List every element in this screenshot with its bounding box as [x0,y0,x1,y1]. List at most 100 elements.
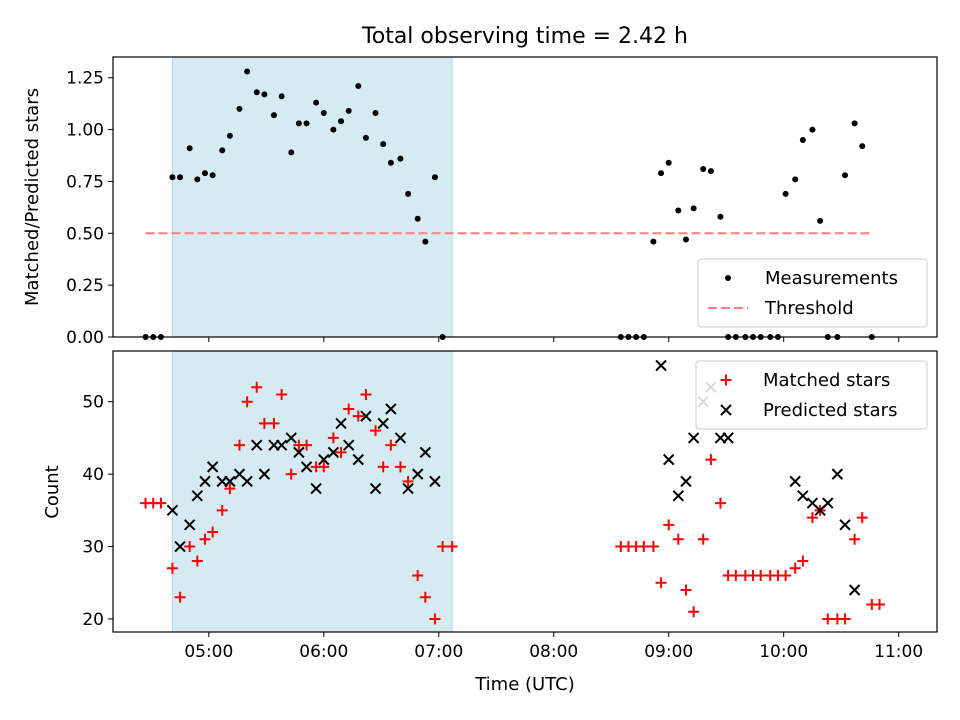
measurement-point [799,136,806,143]
predicted-stars-point [300,461,313,473]
measurement-point [690,205,697,212]
matched-stars-point [184,541,196,553]
predicted-stars-point [224,475,236,488]
predicted-stars-point [318,453,330,466]
matched-stars-point [663,519,675,531]
matched-stars-point [655,577,667,589]
measurement-point [362,134,369,141]
predicted-stars-point [402,482,414,495]
x-tick-label: 07:00 [414,642,463,662]
matched-stars-point [343,403,355,415]
y-axis-label-top: Matched/Predicted stars [22,88,43,306]
matched-stars-point [839,613,851,625]
matched-stars-point [301,439,313,451]
y-tick-label-bottom: 50 [82,393,104,413]
y-axis-label-bottom: Count [42,465,63,518]
measurement-point [330,126,337,133]
measurement-point [209,172,216,179]
measurement-point [320,110,327,116]
measurement-point [194,176,201,183]
x-tick-label: 08:00 [529,642,578,662]
measurement-point [288,149,295,156]
predicted-stars-point [722,432,734,444]
measurement-point [201,170,208,177]
matched-stars-point [327,432,339,444]
y-tick-label-bottom: 30 [82,538,104,558]
predicted-stars-point [369,482,382,495]
measurement-point [380,141,387,148]
predicted-stars-point [419,446,432,459]
axes-frame-top [112,56,938,338]
measurement-point [303,120,310,127]
measurement-point [707,168,714,175]
matched-stars-point [849,533,861,545]
measurement-point [809,126,816,133]
legend-label: Predicted stars [763,400,897,421]
matched-stars-point [705,454,717,466]
matched-stars-point [377,461,389,473]
matched-stars-point [856,512,868,524]
matched-stars-point [638,541,650,553]
predicted-stars-point [429,475,441,488]
matched-stars-point [276,388,288,400]
matched-stars-point [697,533,709,545]
matched-stars-point [412,570,424,582]
matched-stars-point [318,461,330,473]
measurement-point [278,93,285,100]
x-tick-label: 10:00 [759,642,808,662]
chart-title: Total observing time = 2.42 h [361,24,688,49]
legend-marker-x [720,404,732,416]
y-tick-label-top: 1.25 [66,69,104,89]
y-tick-label-bottom: 40 [82,465,104,485]
predicted-stars-point [310,482,322,495]
matched-stars-point [335,446,347,458]
matched-stars-point [680,584,692,596]
predicted-stars-point [251,439,263,451]
top-panel: 0.00 0.25 0.50 0.75 1.00 1.25 Measurements Thre… [66,56,938,348]
y-tick-label-top: 0.00 [66,328,104,348]
measurement-point [219,147,226,154]
predicted-stars-point [848,584,861,596]
y-tick-label-top: 0.25 [66,276,104,296]
predicted-stars-point [241,475,253,488]
matched-stars-point [251,381,263,393]
predicted-stars-point [680,475,692,488]
measurement-point [313,99,320,106]
predicted-stars-point [191,490,204,502]
measurement-point [261,91,268,98]
observing-span-top [171,56,453,338]
matched-stars-point [429,613,441,625]
measurement-point [658,170,665,177]
measurement-point [226,132,233,139]
predicted-stars-point [285,432,297,444]
predicted-stars-point [258,468,271,480]
predicted-stars-point [342,439,355,451]
predicted-stars-point [789,475,801,488]
predicted-stars-point [275,439,288,451]
measurement-point [842,172,849,179]
matched-stars-point [174,591,186,603]
predicted-stars-point [797,490,809,502]
predicted-stars-point [206,461,219,473]
measurement-point [270,112,277,119]
measurement-point [700,166,707,172]
predicted-stars-point [360,410,372,422]
matched-stars-point [755,570,767,582]
matched-stars-point [672,533,684,545]
measurement-point [177,174,184,181]
matched-stars-point [797,555,809,567]
x-tick-label: 06:00 [299,642,348,662]
measurement-point [186,145,193,152]
predicted-stars-point [377,417,389,430]
measurement-point [169,174,176,181]
measurement-point [782,190,789,197]
y-tick-label-top: 0.75 [66,172,104,192]
measurement-point [345,107,352,114]
predicted-stars-point [411,468,424,480]
predicted-stars-point [293,446,305,459]
matched-stars-point [394,461,406,473]
matched-stars-point [446,541,458,553]
x-axis-label: Time (UTC) [474,674,575,695]
matched-stars-point [822,613,834,625]
